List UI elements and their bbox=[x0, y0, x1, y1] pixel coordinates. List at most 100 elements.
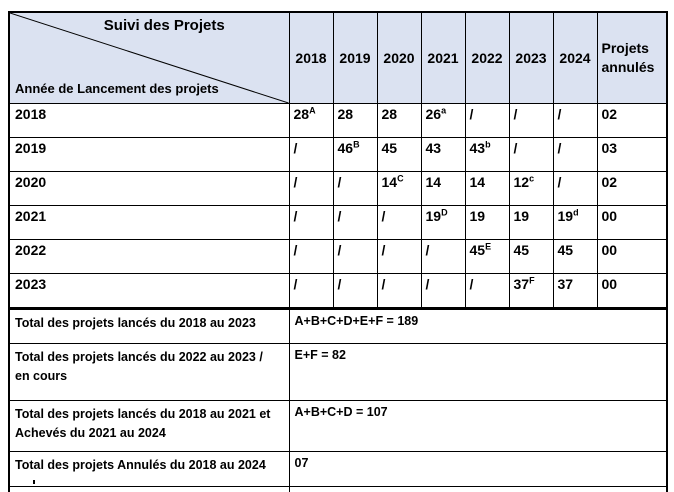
value-cell: / bbox=[376, 205, 422, 240]
value-cell: 19d bbox=[552, 205, 598, 240]
value-cell: / bbox=[464, 103, 510, 138]
column-header-2019: 2019 bbox=[332, 11, 378, 104]
cancelled-count-cell: 03 bbox=[596, 137, 668, 172]
superscript-marker: B bbox=[353, 139, 360, 150]
value-cell: / bbox=[508, 137, 554, 172]
table-row: 2020//14C 14 14 12c/02 bbox=[8, 171, 668, 206]
table-row: 2019/46B 45 43 43b //03 bbox=[8, 137, 668, 172]
table-title: Suivi des Projets bbox=[103, 17, 225, 34]
value-cell: 46B bbox=[332, 137, 378, 172]
summary-label: Total des projets Achevés du 2021 au 202… bbox=[8, 486, 290, 492]
value-cell: / bbox=[420, 273, 466, 309]
value-cell: 14 bbox=[464, 171, 510, 206]
column-header-2023: 2023 bbox=[508, 11, 554, 104]
superscript-marker: A bbox=[309, 105, 316, 116]
value-cell: 43b bbox=[464, 137, 510, 172]
value-cell: 45 bbox=[508, 239, 554, 274]
value-cell: / bbox=[332, 239, 378, 274]
value-cell: 19 bbox=[464, 205, 510, 240]
summary-value: A+B+C+D = 107 bbox=[288, 400, 668, 452]
row-year-label: 2023 bbox=[8, 273, 290, 309]
value-cell: / bbox=[508, 103, 554, 138]
value-cell: / bbox=[288, 137, 334, 172]
value-cell: 37 bbox=[552, 273, 598, 309]
row-year-label: 2019 bbox=[8, 137, 290, 172]
column-header-2021: 2021 bbox=[420, 11, 466, 104]
value-cell: 43 bbox=[420, 137, 466, 172]
cancelled-count-cell: 02 bbox=[596, 171, 668, 206]
summary-value: E+F = 82 bbox=[288, 343, 668, 401]
column-header-2018: 2018 bbox=[288, 11, 334, 104]
cancelled-count-cell: 00 bbox=[596, 239, 668, 274]
superscript-marker: a bbox=[441, 105, 447, 116]
row-year-label: 2020 bbox=[8, 171, 290, 206]
summary-label: Total des projets lancés du 2018 au 2021… bbox=[8, 400, 290, 452]
diagonal-header-cell: Suivi des Projets Année de Lancement des… bbox=[8, 11, 290, 104]
superscript-marker: C bbox=[397, 173, 404, 184]
summary-row-cancelled: Total des projets Annulés du 2018 au 202… bbox=[8, 451, 668, 487]
value-cell: 28 bbox=[376, 103, 422, 138]
value-cell: / bbox=[376, 239, 422, 274]
value-cell: / bbox=[376, 273, 422, 309]
summary-label: Total des projets lancés du 2018 au 2023 bbox=[8, 307, 290, 344]
summary-label: Total des projets Annulés du 2018 au 202… bbox=[8, 451, 290, 487]
value-cell: / bbox=[332, 273, 378, 309]
value-cell: / bbox=[288, 205, 334, 240]
stray-mark bbox=[33, 480, 35, 484]
column-header-2022: 2022 bbox=[464, 11, 510, 104]
row-axis-label: Année de Lancement des projets bbox=[15, 81, 219, 96]
summary-row-launched-2022-2023: Total des projets lancés du 2022 au 2023… bbox=[8, 343, 668, 401]
row-year-label: 2018 bbox=[8, 103, 290, 138]
summary-value: 07 bbox=[288, 451, 668, 487]
value-cell: / bbox=[332, 171, 378, 206]
column-header-2024: 2024 bbox=[552, 11, 598, 104]
value-cell: 37F bbox=[508, 273, 554, 309]
value-cell: 14 bbox=[420, 171, 466, 206]
table-row: 2021///19D 19 19 19d 00 bbox=[8, 205, 668, 240]
value-cell: 28A bbox=[288, 103, 334, 138]
summary-row-launched-2018-2023: Total des projets lancés du 2018 au 2023… bbox=[8, 307, 668, 344]
diagonal-line-icon bbox=[10, 13, 289, 103]
superscript-marker: d bbox=[573, 207, 579, 218]
table-row: 2022// //45E 45 45 00 bbox=[8, 239, 668, 274]
summary-row-completed: Total des projets Achevés du 2021 au 202… bbox=[8, 486, 668, 492]
cancelled-count-cell: 02 bbox=[596, 103, 668, 138]
row-year-label: 2021 bbox=[8, 205, 290, 240]
cancelled-count-cell: 00 bbox=[596, 273, 668, 309]
superscript-marker: D bbox=[441, 207, 448, 218]
summary-value: A+B+C+D+E+F = 189 bbox=[288, 307, 668, 344]
table-row: 2023// / //37F 37 00 bbox=[8, 273, 668, 309]
summary-row-launched-completed: Total des projets lancés du 2018 au 2021… bbox=[8, 400, 668, 452]
value-cell: / bbox=[464, 273, 510, 309]
value-cell: / bbox=[552, 103, 598, 138]
header-row: Suivi des Projets Année de Lancement des… bbox=[8, 11, 668, 104]
superscript-marker: E bbox=[485, 241, 492, 252]
value-cell: / bbox=[288, 273, 334, 309]
value-cell: / bbox=[288, 171, 334, 206]
project-tracking-table: Suivi des Projets Année de Lancement des… bbox=[8, 11, 668, 492]
cancelled-count-cell: 00 bbox=[596, 205, 668, 240]
value-cell: 45 bbox=[376, 137, 422, 172]
value-cell: / bbox=[288, 239, 334, 274]
superscript-marker: b bbox=[485, 139, 491, 150]
value-cell: 12c bbox=[508, 171, 554, 206]
superscript-marker: c bbox=[529, 173, 535, 184]
value-cell: 14C bbox=[376, 171, 422, 206]
value-cell: 19 bbox=[508, 205, 554, 240]
value-cell: 45 bbox=[552, 239, 598, 274]
superscript-marker: F bbox=[529, 275, 535, 286]
value-cell: / bbox=[552, 171, 598, 206]
row-year-label: 2022 bbox=[8, 239, 290, 274]
value-cell: 19D bbox=[420, 205, 466, 240]
column-header-cancelled: Projets annulés bbox=[596, 11, 668, 104]
value-cell: / bbox=[552, 137, 598, 172]
value-cell: / bbox=[332, 205, 378, 240]
summary-value: a+b+c+d = 100 bbox=[288, 486, 668, 492]
value-cell: 26a bbox=[420, 103, 466, 138]
summary-label: Total des projets lancés du 2022 au 2023… bbox=[8, 343, 290, 401]
value-cell: / bbox=[420, 239, 466, 274]
value-cell: 28 bbox=[332, 103, 378, 138]
table-row: 2018 28A 28 28 26a / //02 bbox=[8, 103, 668, 138]
value-cell: 45E bbox=[464, 239, 510, 274]
